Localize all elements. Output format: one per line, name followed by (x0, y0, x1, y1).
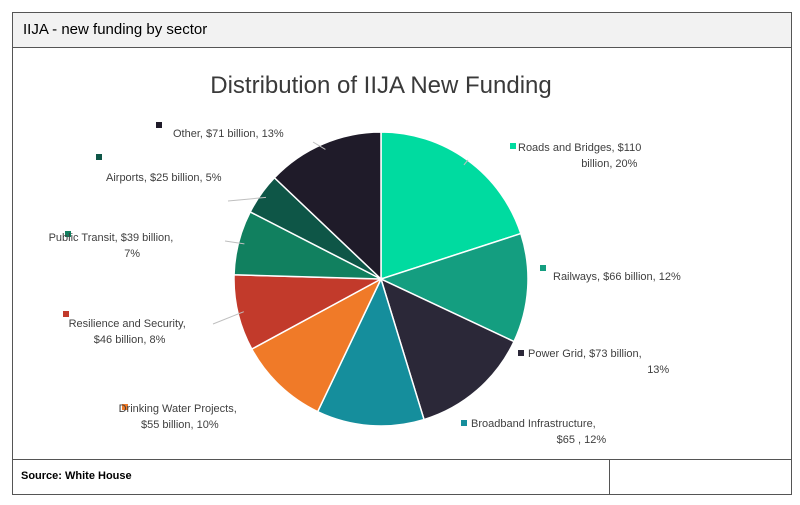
panel-footer: Source: White House (13, 459, 791, 494)
legend-marker (63, 311, 69, 317)
legend-marker (65, 231, 71, 237)
chart-area: Distribution of IIJA New Funding Roads a… (13, 48, 791, 459)
panel-title: IIJA - new funding by sector (23, 21, 208, 38)
legend-marker (461, 420, 467, 426)
slice-label: Public Transit, $39 billion, 7% (49, 232, 174, 260)
footer-note-cell (610, 460, 791, 494)
leader-line (224, 240, 245, 245)
leader-line (227, 196, 267, 202)
legend-marker (156, 122, 162, 128)
slice-label: Airports, $25 billion, 5% (106, 172, 222, 184)
legend-marker (96, 154, 102, 160)
pie-slice (273, 131, 382, 281)
chart-title: Distribution of IIJA New Funding (210, 72, 552, 99)
leader-line (463, 159, 469, 166)
source-text: Source: White House (21, 470, 132, 482)
leader-lines (212, 141, 469, 325)
footer-source-cell: Source: White House (13, 460, 610, 494)
slice-labels: Roads and Bridges, $110 billion, 20% Railw… (49, 122, 681, 446)
slice-label: Power Grid, $73 billion,13% (528, 348, 669, 376)
slice-label: Railways, $66 billion, 12% (553, 271, 681, 283)
pie-slice (378, 232, 529, 343)
legend-marker (510, 143, 516, 149)
slice-label: Broadband Infrastructure, $65 , 12% (471, 418, 606, 446)
legend-marker (540, 265, 546, 271)
pie-slice (250, 277, 383, 413)
slice-label: Resilience and Security, $46 billion, 8% (69, 318, 186, 346)
slice-label: Roads and Bridges, $110 billion, 20% (518, 142, 641, 170)
pie-slice (379, 277, 516, 421)
panel-header: IIJA - new funding by sector (13, 13, 791, 48)
legend-marker (122, 404, 128, 410)
slice-label: Drinking Water Projects, $55 billion, 10% (119, 403, 237, 431)
slice-label: Other, $71 billion, 13% (173, 128, 284, 140)
leader-line (212, 311, 244, 325)
pie-slices (233, 131, 529, 427)
legend-marker (518, 350, 524, 356)
chart-panel: IIJA - new funding by sector Distributio… (12, 12, 792, 495)
leader-line (312, 141, 326, 150)
pie-chart: Distribution of IIJA New Funding Roads a… (49, 72, 681, 446)
pie-slice (316, 276, 425, 427)
